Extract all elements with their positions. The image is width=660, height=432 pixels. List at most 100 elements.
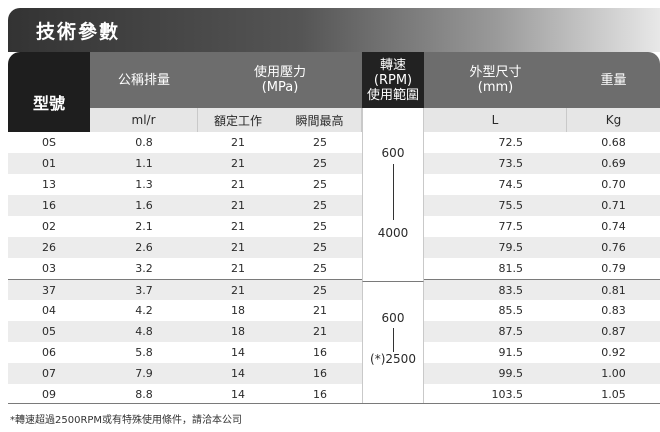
displacement-cell: 5.8 [135,346,153,359]
header-size: 外型尺寸 (mm) [424,52,567,108]
peak-pressure-cell: 25 [313,220,327,233]
peak-pressure-cell: 25 [313,157,327,170]
rated-pressure-cell: 21 [231,157,245,170]
footnote: *轉速超過2500RPM或有特殊使用條件，請洽本公司 [10,415,243,426]
length-cell: 83.5 [498,284,524,297]
displacement-cell: 0.8 [135,136,153,149]
rpm-range-group-1: 600 4000 [362,108,424,281]
weight-cell: 0.74 [601,220,626,233]
model-cell: 02 [42,220,56,233]
displacement-cell: 4.2 [135,304,153,317]
displacement-cell: 4.8 [135,325,153,338]
table-row: 07 7.9 14 16 99.5 1.00 [8,363,660,384]
rpm-min: 600 [381,146,405,160]
peak-pressure-cell: 25 [313,178,327,191]
rated-pressure-cell: 21 [231,262,245,275]
table-row: 0S 0.8 21 25 72.5 0.68 [8,132,660,153]
displacement-cell: 1.6 [135,199,153,212]
header-rpm-range: 使用範圍 [366,87,419,103]
header-model: 型號 [8,52,90,132]
rated-pressure-cell: 21 [231,199,245,212]
header-pressure-label: 使用壓力 [253,65,306,80]
rpm-max: (*)2500 [370,352,416,366]
table-row: 16 1.6 21 25 75.5 0.71 [8,195,660,216]
model-cell: 09 [42,388,56,401]
model-cell: 06 [42,346,56,359]
length-cell: 99.5 [498,367,524,380]
weight-cell: 0.87 [601,325,626,338]
model-cell: 03 [42,262,56,275]
displacement-cell: 2.1 [135,220,153,233]
weight-cell: 0.76 [601,241,626,254]
table-row: 04 4.2 18 21 85.5 0.83 [8,300,660,321]
table-row: 03 3.2 21 25 81.5 0.79 [8,258,660,279]
subheader-size-unit: L [424,108,567,132]
model-cell: 26 [42,241,56,254]
table-row: 02 2.1 21 25 77.5 0.74 [8,216,660,237]
peak-pressure-cell: 16 [313,388,327,401]
weight-cell: 0.71 [601,199,626,212]
header-size-label: 外型尺寸 [469,65,522,80]
model-cell: 04 [42,304,56,317]
header-pressure: 使用壓力 (MPa) [198,52,362,108]
peak-pressure-cell: 21 [313,325,327,338]
length-cell: 74.5 [498,178,524,191]
rated-pressure-cell: 18 [231,325,245,338]
model-cell: 13 [42,178,56,191]
length-cell: 85.5 [498,304,524,317]
subheader-rated: 額定工作 [198,108,278,132]
length-cell: 87.5 [498,325,524,338]
rated-pressure-cell: 14 [231,388,245,401]
rated-pressure-cell: 21 [231,178,245,191]
table-row: 01 1.1 21 25 73.5 0.69 [8,153,660,174]
model-cell: 16 [42,199,56,212]
title-bar: 技術參數 [8,8,660,52]
model-cell: 0S [42,136,56,149]
peak-pressure-cell: 21 [313,304,327,317]
length-cell: 75.5 [498,199,524,212]
header-pressure-unit: (MPa) [261,80,299,95]
length-cell: 103.5 [491,388,524,401]
table-row: 09 8.8 14 16 103.5 1.05 [8,384,660,405]
peak-pressure-cell: 16 [313,346,327,359]
peak-pressure-cell: 16 [313,367,327,380]
weight-cell: 0.68 [601,136,626,149]
subheader-weight-unit: Kg [567,108,660,132]
header-displacement-label: 公稱排量 [117,72,170,88]
model-cell: 37 [42,284,56,297]
header-displacement: 公稱排量 [90,52,198,108]
displacement-cell: 1.1 [135,157,153,170]
displacement-cell: 7.9 [135,367,153,380]
weight-cell: 1.00 [601,367,626,380]
peak-pressure-cell: 25 [313,199,327,212]
rpm-range-group-2: 600 (*)2500 [362,281,424,403]
rpm-range-line [393,164,394,220]
spec-table-body: 0S 0.8 21 25 72.5 0.68 01 1.1 21 25 73.5… [8,132,660,405]
header-model-label: 型號 [32,93,65,113]
rated-pressure-cell: 21 [231,220,245,233]
length-cell: 91.5 [498,346,524,359]
model-cell: 07 [42,367,56,380]
subheader-peak: 瞬間最高 [278,108,362,132]
table-row: 05 4.8 18 21 87.5 0.87 [8,321,660,342]
length-cell: 72.5 [498,136,524,149]
rated-pressure-cell: 14 [231,367,245,380]
rated-pressure-cell: 21 [231,241,245,254]
peak-pressure-cell: 25 [313,241,327,254]
rpm-min: 600 [381,311,405,325]
table-row: 13 1.3 21 25 74.5 0.70 [8,174,660,195]
header-weight: 重量 [567,52,660,108]
weight-cell: 0.81 [601,284,626,297]
displacement-cell: 8.8 [135,388,153,401]
length-cell: 79.5 [498,241,524,254]
table-row: 06 5.8 14 16 91.5 0.92 [8,342,660,363]
table-row: 26 2.6 21 25 79.5 0.76 [8,237,660,258]
rated-pressure-cell: 21 [231,284,245,297]
rpm-range-line [393,328,394,352]
header-rpm: 轉速 (RPM) 使用範圍 [362,52,424,108]
displacement-cell: 3.7 [135,284,153,297]
length-cell: 73.5 [498,157,524,170]
header-rpm-label: 轉速 [379,57,406,73]
subheader-displacement-unit: ml/r [90,108,198,132]
weight-cell: 0.83 [601,304,626,317]
